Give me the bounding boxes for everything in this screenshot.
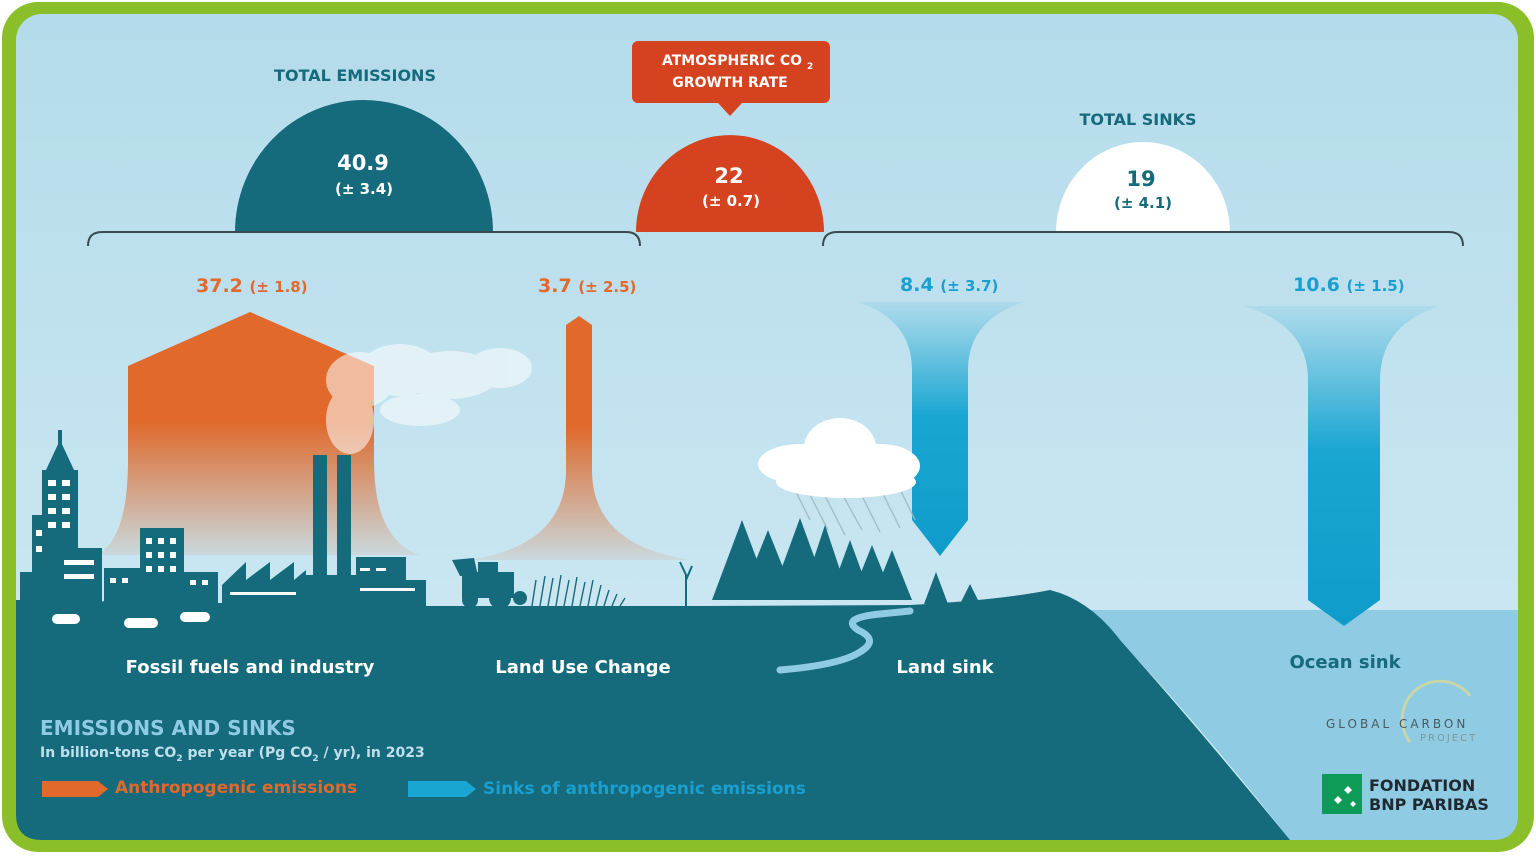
sinks-bracket [822,231,1464,247]
land-use-value: 3.7 [538,275,572,297]
growth-rate-title-subscript: 2 [806,61,814,72]
total-emissions-value: 40.9 [337,151,389,175]
rain-cloud [758,418,920,536]
growth-rate-title-text: ATMOSPHERIC CO [662,53,803,69]
fossil-label: Fossil fuels and industry [125,657,375,678]
fossil-uncertainty: (± 1.8) [249,278,308,296]
emissions-bracket [87,231,641,247]
smoke [326,344,532,454]
total-sinks-uncertainty: (± 4.1) [1113,194,1173,212]
land-use-label: Land Use Change [495,657,671,678]
growth-rate-callout [632,41,830,103]
bnp-logo-stars [1334,786,1356,807]
gcp-logo-line2: PROJECT [1420,733,1478,744]
ocean-sink-value: 10.6 [1293,274,1340,296]
legend-subtitle-b: per year (Pg CO [182,745,313,761]
land-sink-flow [858,302,1024,556]
crops [531,574,626,607]
legend-subtitle: In billion-tons CO2 per year (Pg CO2 / y… [40,745,425,764]
ocean-sink-value-group: 10.6 (± 1.5) [1293,274,1405,296]
land-sink-value-group: 8.4 (± 3.7) [900,274,998,296]
total-sinks-value: 19 [1126,167,1156,191]
ocean-sink-label: Ocean sink [1289,652,1401,673]
river [776,607,914,674]
dead-tree [679,561,693,606]
land-sink-value: 8.4 [900,274,934,296]
sinks-legend-arrow [408,781,476,797]
bnp-logo-mark [1322,774,1362,814]
bnp-logo-line1: FONDATION [1369,776,1476,795]
callout-pointer [718,103,742,116]
legend-subtitle-c: / yr), in 2023 [318,745,425,761]
land-use-value-group: 3.7 (± 2.5) [538,275,636,297]
legend-title: EMISSIONS AND SINKS [40,716,296,740]
fossil-value: 37.2 [196,275,243,297]
legend-subtitle-a: In billion-tons CO [40,745,177,761]
land-sink-uncertainty: (± 3.7) [940,277,999,295]
total-sinks-title: TOTAL SINKS [1079,110,1197,129]
total-sinks-dome [1056,142,1230,232]
ocean-sink-uncertainty: (± 1.5) [1346,277,1405,295]
legend-sinks-label: Sinks of anthropogenic emissions [483,779,806,799]
growth-rate-dome [636,135,824,232]
forest [712,518,980,604]
growth-rate-uncertainty: (± 0.7) [701,192,761,210]
growth-rate-title-line2: GROWTH RATE [672,75,788,91]
ocean-sink-flow [1244,306,1440,626]
ground [16,590,1290,840]
legend-subtitle-sub2: 2 [312,753,319,764]
bnp-logo-line2: BNP PARIBAS [1369,795,1489,814]
total-emissions-dome [235,100,493,233]
total-emissions-title: TOTAL EMISSIONS [274,66,436,85]
land-sink-label: Land sink [896,657,994,678]
gcp-logo-line1: GLOBAL CARBON [1326,717,1469,731]
gcp-logo-arc [1400,679,1472,743]
cars [52,612,210,628]
land-use-emission-flow [470,316,690,560]
emissions-legend-arrow [42,781,108,797]
total-emissions-uncertainty: (± 3.4) [334,180,394,198]
growth-rate-title: ATMOSPHERIC CO 2 [662,53,813,72]
fossil-value-group: 37.2 (± 1.8) [196,275,308,297]
legend-subtitle-sub: 2 [176,753,183,764]
ocean-area [1090,610,1518,840]
city-windows [36,480,415,595]
land-use-uncertainty: (± 2.5) [578,278,637,296]
legend-emissions-label: Anthropogenic emissions [115,778,358,798]
tractor [452,558,527,609]
growth-rate-value: 22 [714,164,744,188]
